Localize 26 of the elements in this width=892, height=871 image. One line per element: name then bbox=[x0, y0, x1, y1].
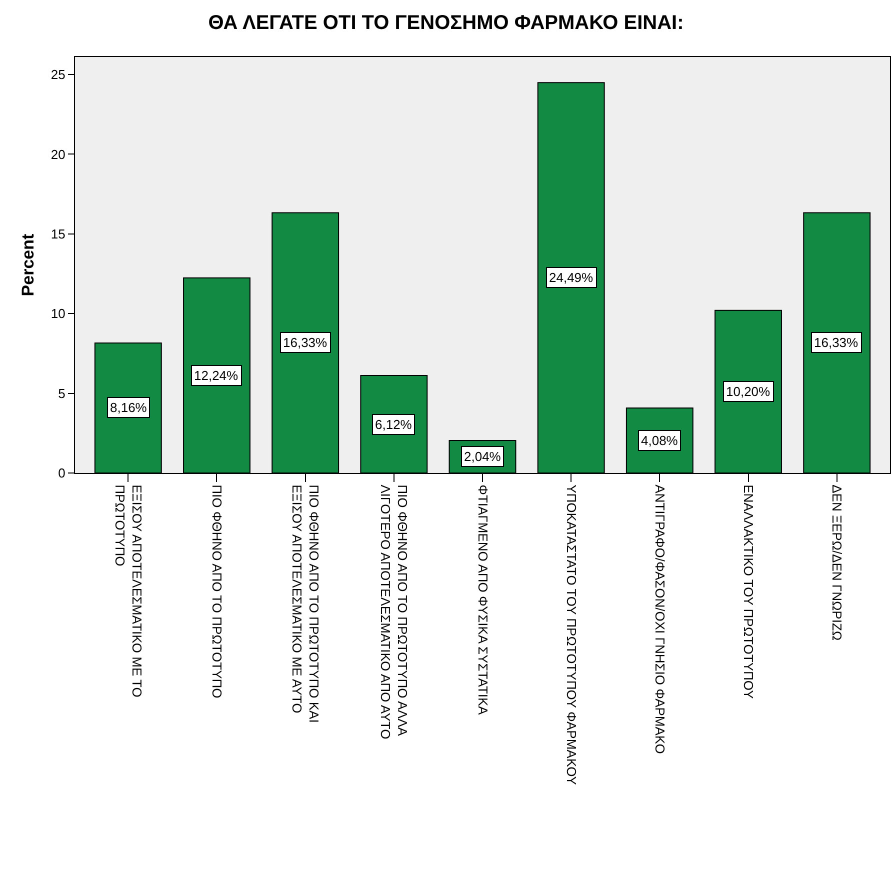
x-tick-label: ΠΙΟ ΦΘΗΝΟ ΑΠΟ ΤΟ ΠΡΩΤΟΤΥΠΟ ΚΑΙ ΕΞΙΣΟΥ ΑΠΟΤΕΛΕΣΜΑΤΙΚΟ ΜΕ ΑΥΤΟ bbox=[290, 484, 322, 723]
data-label: 16,33% bbox=[283, 335, 328, 350]
data-label: 10,20% bbox=[726, 384, 771, 399]
y-tick-label: 15 bbox=[50, 226, 66, 242]
data-label: 8,16% bbox=[110, 400, 148, 415]
x-tick-label: ΑΝΤΙΓΡΑΦΟ/ΦΑΣΟΝ/ΟΧΙ ΓΝΗΣΙΟ ΦΑΡΜΑΚΟ bbox=[652, 484, 668, 754]
x-tick-label: ΠΙΟ ΦΘΗΝΟ ΑΠΟ ΤΟ ΠΡΩΤΟΤΥΠΟ ΑΛΛΑ ΛΙΓΟΤΕΡΟ ΑΠΟΤΕΛΕΣΜΑΤΙΚΟ ΑΠΟ ΑΥΤΟ bbox=[378, 484, 410, 740]
x-tick-label: ΕΞΙΣΟΥ ΑΠΟΤΕΛΕΣΜΑΤΙΚΟ ΜΕ ΤΟ ΠΡΩΤΟΤΥΠΟ bbox=[112, 484, 144, 698]
y-tick-label: 0 bbox=[58, 466, 66, 481]
data-label: 24,49% bbox=[549, 270, 594, 285]
x-tick-label: ΥΠΟΚΑΤΑΣΤΑΤΟ ΤΟΥ ΠΡΩΤΟΤΥΠΟΥ ΦΑΡΜΑΚΟΥ bbox=[564, 484, 579, 786]
y-axis-title: Percent bbox=[18, 233, 38, 296]
x-tick-label: ΕΝΑΛΛΑΚΤΙΚΟ ΤΟΥ ΠΡΩΤΟΤΥΠΟΥ bbox=[741, 484, 756, 700]
data-label: 12,24% bbox=[194, 368, 239, 383]
data-label: 16,33% bbox=[814, 335, 859, 350]
y-tick-label: 10 bbox=[50, 306, 66, 322]
y-tick-label: 25 bbox=[50, 67, 66, 82]
y-tick-label: 20 bbox=[50, 146, 66, 162]
chart-title: ΘΑ ΛΕΓΑΤΕ ΟΤΙ ΤΟ ΓΕΝΟΣΗΜΟ ΦΑΡΜΑΚΟ ΕΙΝΑΙ: bbox=[208, 12, 684, 34]
data-label: 4,08% bbox=[641, 433, 678, 448]
data-label: 2,04% bbox=[464, 449, 502, 464]
x-tick-label: ΠΙΟ ΦΘΗΝΟ ΑΠΟ ΤΟ ΠΡΩΤΟΤΥΠΟ bbox=[210, 484, 225, 698]
data-label: 6,12% bbox=[375, 417, 412, 432]
y-tick-label: 5 bbox=[58, 386, 66, 401]
x-tick-label: ΔΕΝ ΞΕΡΩ/ΔΕΝ ΓΝΩΡΙΖΩ bbox=[830, 484, 845, 641]
x-tick-label: ΦΤΙΑΓΜΕΝΟ ΑΠΟ ΦΥΣΙΚΑ ΣΥΣΤΑΤΙΚΑ bbox=[475, 484, 490, 716]
